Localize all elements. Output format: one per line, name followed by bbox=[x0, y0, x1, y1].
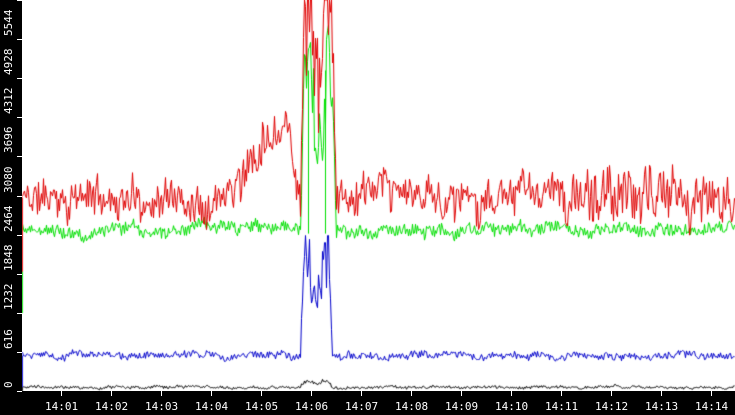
x-tick-mark bbox=[311, 391, 312, 396]
x-tick-mark bbox=[261, 391, 262, 396]
x-tick-mark bbox=[211, 391, 212, 396]
y-tick-mark bbox=[17, 196, 22, 197]
y-tick-mark bbox=[17, 78, 22, 79]
x-tick-mark bbox=[111, 391, 112, 396]
y-tick-label: 4312 bbox=[2, 87, 15, 115]
y-tick-label: 1232 bbox=[2, 283, 15, 310]
y-tick-label: 4928 bbox=[2, 48, 15, 76]
x-tick-label: 14:09 bbox=[445, 400, 479, 413]
x-tick-label: 14:14 bbox=[695, 400, 729, 413]
y-tick-mark bbox=[17, 39, 22, 40]
x-tick-label: 14:11 bbox=[545, 400, 579, 413]
plot-area bbox=[22, 0, 735, 391]
x-tick-label: 14:05 bbox=[245, 400, 279, 413]
y-tick-mark bbox=[17, 235, 22, 236]
y-tick-mark bbox=[17, 352, 22, 353]
y-tick-mark bbox=[17, 117, 22, 118]
x-tick-label: 14:08 bbox=[395, 400, 429, 413]
y-tick-mark bbox=[17, 313, 22, 314]
y-tick-label: 3080 bbox=[2, 166, 15, 193]
y-tick-label: 1848 bbox=[2, 244, 15, 271]
x-tick-mark bbox=[411, 391, 412, 396]
y-tick-label: 2464 bbox=[2, 205, 15, 232]
x-tick-mark bbox=[661, 391, 662, 396]
y-tick-label: 5544 bbox=[2, 9, 15, 37]
y-axis bbox=[0, 0, 22, 415]
y-tick-label: 0 bbox=[2, 381, 15, 388]
x-tick-mark bbox=[161, 391, 162, 396]
x-tick-mark bbox=[361, 391, 362, 396]
x-tick-mark bbox=[511, 391, 512, 396]
x-tick-label: 14:01 bbox=[45, 400, 79, 413]
x-tick-mark bbox=[561, 391, 562, 396]
x-tick-label: 14:13 bbox=[645, 400, 679, 413]
x-tick-label: 14:06 bbox=[295, 400, 329, 413]
x-tick-mark bbox=[611, 391, 612, 396]
x-tick-label: 14:03 bbox=[145, 400, 179, 413]
x-tick-label: 14:04 bbox=[195, 400, 229, 413]
x-tick-mark bbox=[461, 391, 462, 396]
y-tick-mark bbox=[17, 391, 22, 392]
x-tick-mark bbox=[711, 391, 712, 396]
y-tick-label: 616 bbox=[2, 329, 15, 349]
x-tick-label: 14:02 bbox=[95, 400, 129, 413]
x-tick-mark bbox=[61, 391, 62, 396]
x-tick-label: 14:07 bbox=[345, 400, 379, 413]
y-tick-mark bbox=[17, 0, 22, 1]
y-tick-mark bbox=[17, 274, 22, 275]
y-tick-mark bbox=[17, 156, 22, 157]
x-axis bbox=[0, 391, 735, 415]
y-tick-label: 3696 bbox=[2, 126, 15, 154]
x-tick-label: 14:10 bbox=[495, 400, 529, 413]
x-tick-label: 14:12 bbox=[595, 400, 629, 413]
